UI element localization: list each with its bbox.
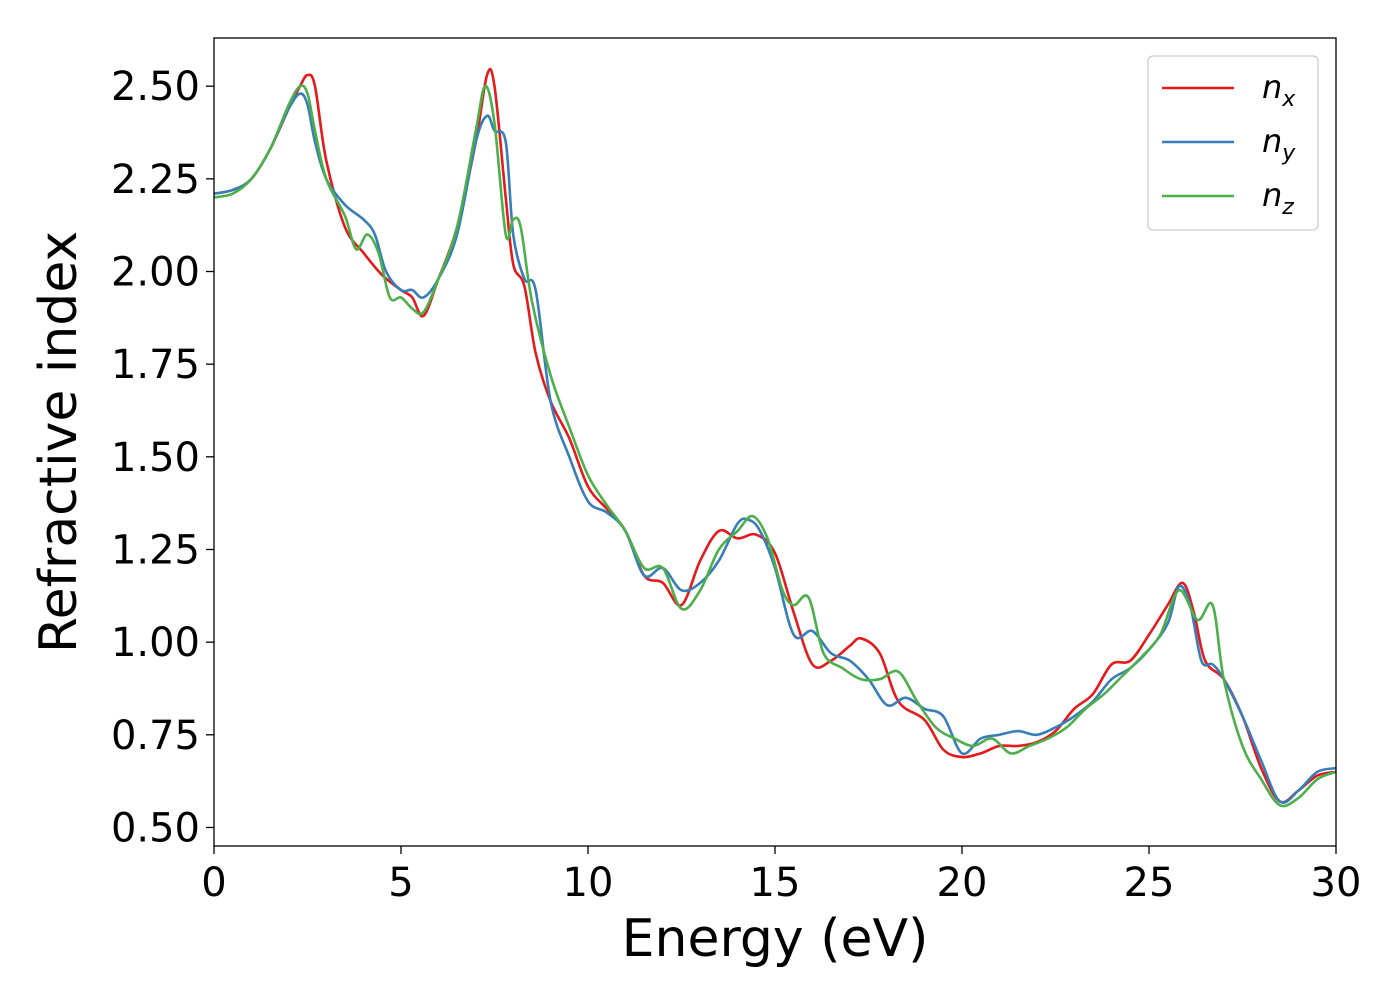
x-axis-ticks: 0 5 10 15 20 25 30 [201,846,1361,906]
series-line-nz [214,84,1336,808]
y-tick-label: 1.00 [111,620,200,666]
y-tick-label: 2.00 [111,250,200,296]
x-tick-label: 5 [388,860,413,906]
y-axis-label: Refractive index [29,231,89,653]
y-axis-ticks: 0.50 0.75 1.00 1.25 1.50 1.75 2.00 2.25 2.50 [111,64,214,851]
y-tick-label: 0.75 [111,713,200,759]
y-tick-label: 2.50 [111,64,200,110]
legend: nx ny nz [1147,55,1319,231]
x-tick-label: 25 [1124,860,1175,906]
y-tick-label: 1.50 [111,435,200,481]
x-tick-label: 30 [1311,860,1362,906]
y-tick-label: 1.75 [111,342,200,388]
legend-label-ny: ny [1262,122,1296,166]
series-layer [214,67,1336,808]
legend-label-nz: nz [1262,176,1294,220]
legend-label-nx: nx [1262,68,1296,112]
y-tick-label: 2.25 [111,157,200,203]
x-axis-label: Energy (eV) [622,909,929,969]
y-tick-label: 1.25 [111,527,200,573]
x-tick-label: 0 [201,860,226,906]
x-tick-label: 10 [563,860,614,906]
x-tick-label: 15 [750,860,801,906]
x-tick-label: 20 [937,860,988,906]
y-tick-label: 0.50 [111,805,200,851]
